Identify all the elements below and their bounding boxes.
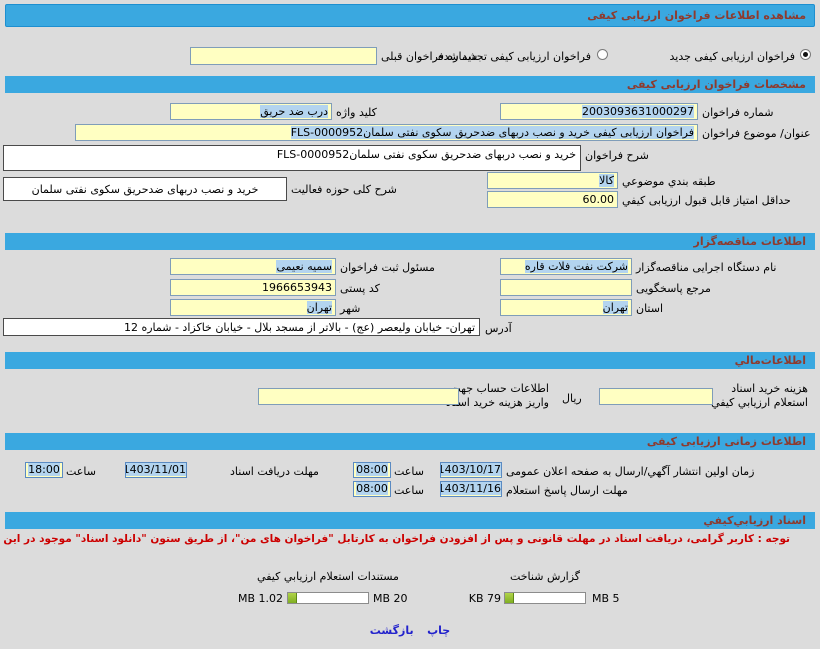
- reply-deadline-time-input[interactable]: 08:00: [353, 481, 391, 497]
- agency-label: نام دستگاه اجرايی مناقصه‌گزار: [636, 261, 777, 274]
- activity-scope-label: شرح كلی حوزه فعاليت: [291, 183, 397, 196]
- back-link[interactable]: بازگشت: [369, 624, 414, 637]
- publish-hour-label: ساعت: [394, 465, 424, 478]
- activity-scope-value: خريد و نصب دربهای ضدحريق سكوی نفتی سلمان: [31, 183, 259, 196]
- address-box[interactable]: تهران- خيابان وليعصر (عج) - بالاتر از مس…: [3, 318, 480, 336]
- postal-code-value: 1966653943: [262, 281, 332, 294]
- city-input[interactable]: تهران: [170, 299, 336, 316]
- section-header-specs: مشخصات فراخوان ارزيابی كيفی: [5, 76, 815, 93]
- recognition-report-progress-fill: [505, 593, 514, 603]
- contact-label: مرجع پاسخگويی: [636, 282, 711, 295]
- call-description-label: شرح فراخوان: [585, 149, 649, 162]
- min-score-value: 60.00: [582, 193, 615, 206]
- category-label: طبقه بندي موضوعي: [622, 175, 716, 188]
- province-value: تهران: [602, 301, 628, 314]
- publish-date-value: 1403/10/17: [441, 463, 501, 476]
- min-score-label: حداقل امتياز قابل قبول ارزيابی كيفي: [622, 194, 791, 207]
- radio-renewed-call[interactable]: [597, 49, 608, 60]
- province-input[interactable]: تهران: [500, 299, 632, 316]
- postal-code-label: كد پستی: [340, 282, 380, 295]
- category-value: كالا: [599, 174, 614, 187]
- call-description-box[interactable]: خريد و نصب دربهای ضدحريق سكوی نفتی سلمان…: [3, 145, 581, 171]
- print-link[interactable]: چاپ: [427, 624, 451, 637]
- evaluation-docs-max: 20 MB: [373, 592, 408, 605]
- docs-deadline-label: مهلت دريافت اسناد: [230, 465, 319, 478]
- evaluation-docs-progress-fill: [288, 593, 297, 603]
- address-value: تهران- خيابان وليعصر (عج) - بالاتر از مس…: [123, 321, 475, 334]
- section-header-documents: اسناد ارزيابي‌كيفي: [5, 512, 815, 529]
- call-title-label: عنوان/ موضوع فراخوان: [702, 127, 811, 140]
- section-header-financial: اطلاعات‌مالي: [5, 352, 815, 369]
- registrar-input[interactable]: سميه نعيمی: [170, 258, 336, 275]
- docs-deadline-time-input[interactable]: 18:00: [25, 462, 63, 478]
- recognition-report-progressbar: [504, 592, 586, 604]
- account-info-input[interactable]: [258, 388, 459, 405]
- call-number-label: شماره فراخوان: [702, 106, 774, 119]
- doc-fee-label: هزينه خريد اسناد استعلام ارزيابي كيفي: [711, 382, 808, 409]
- publish-date-input[interactable]: 1403/10/17: [440, 462, 502, 478]
- reply-deadline-date-value: 1403/11/16: [441, 482, 501, 495]
- call-number-input[interactable]: 2003093631000297: [500, 103, 698, 120]
- call-number-value: 2003093631000297: [582, 105, 694, 118]
- publish-time-value: 08:00: [356, 463, 388, 476]
- agency-input[interactable]: شركت نفت فلات قاره ايران: [500, 258, 632, 275]
- recognition-report-label: گزارش شناخت: [509, 570, 581, 583]
- evaluation-docs-progressbar: [287, 592, 369, 604]
- call-title-input[interactable]: فراخوان ارزيابی كيفی خريد و نصب دربهای ض…: [75, 124, 698, 141]
- section-header-schedule: اطلاعات زمانی ارزيابی كيفی: [5, 433, 815, 450]
- doc-fee-input[interactable]: [599, 388, 713, 405]
- min-score-input[interactable]: 60.00: [487, 191, 618, 208]
- docs-deadline-date-input[interactable]: 1403/11/01: [125, 462, 187, 478]
- postal-code-input[interactable]: 1966653943: [170, 279, 336, 296]
- previous-call-number-input[interactable]: [190, 47, 377, 65]
- radio-new-call-label: فراخوان ارزيابی كيفی جديد: [669, 50, 795, 63]
- address-label: آدرس: [485, 322, 512, 335]
- radio-renewed-call-label: فراخوان ارزيابی كيفی تجديد شده: [437, 50, 591, 63]
- publish-time-label: زمان اولين انتشار آگهي/ارسال به صفحه اعل…: [506, 465, 755, 478]
- registrar-value: سميه نعيمی: [276, 260, 332, 273]
- category-input[interactable]: كالا: [487, 172, 618, 189]
- documents-notice: توجه : كاربر گرامی، دريافت اسناد در مهلت…: [0, 533, 790, 545]
- recognition-report-max: 5 MB: [592, 592, 620, 605]
- evaluation-docs-label: مستندات استعلام ارزيابي كيفي: [257, 570, 399, 583]
- docs-deadline-time-value: 18:00: [28, 463, 60, 476]
- radio-new-call[interactable]: [800, 49, 811, 60]
- contact-input[interactable]: [500, 279, 632, 296]
- page-title-bar: مشاهده اطلاعات فراخوان ارزيابی كيفی: [5, 4, 815, 27]
- reply-deadline-hour-label: ساعت: [394, 484, 424, 497]
- agency-value: شركت نفت فلات قاره ايران: [524, 260, 628, 274]
- footer-links: چاپ بازگشت: [340, 624, 480, 637]
- keyword-input[interactable]: درب ضد حريق: [170, 103, 332, 120]
- keyword-label: كليد واژه: [336, 106, 377, 119]
- call-description-value: خريد و نصب دربهای ضدحريق سكوی نفتی سلمان…: [276, 148, 576, 161]
- activity-scope-box[interactable]: خريد و نصب دربهای ضدحريق سكوی نفتی سلمان: [3, 177, 287, 201]
- registrar-label: مسئول ثبت فراخوان: [340, 261, 435, 274]
- call-title-value: فراخوان ارزيابی كيفی خريد و نصب دربهای ض…: [290, 126, 694, 139]
- reply-deadline-label: مهلت ارسال پاسخ استعلام: [506, 484, 628, 497]
- docs-deadline-hour-label: ساعت: [66, 465, 96, 478]
- keyword-value: درب ضد حريق: [260, 105, 328, 118]
- rial-label: ريال: [562, 392, 582, 405]
- publish-time-input[interactable]: 08:00: [353, 462, 391, 478]
- province-label: استان: [636, 302, 664, 315]
- evaluation-docs-size: 1.02 MB: [237, 592, 283, 605]
- city-value: تهران: [306, 301, 332, 314]
- account-info-label: اطلاعات حساب جهت واريز هزينه خريد اسناد: [446, 382, 549, 409]
- recognition-report-size: 79 KB: [468, 592, 501, 605]
- reply-deadline-date-input[interactable]: 1403/11/16: [440, 481, 502, 497]
- docs-deadline-date-value: 1403/11/01: [126, 463, 186, 476]
- city-label: شهر: [340, 302, 361, 315]
- section-header-tenderer: اطلاعات مناقصه‌گزار: [5, 233, 815, 250]
- previous-call-number-label: شماره فراخوان قبلی: [381, 50, 478, 63]
- reply-deadline-time-value: 08:00: [356, 482, 388, 495]
